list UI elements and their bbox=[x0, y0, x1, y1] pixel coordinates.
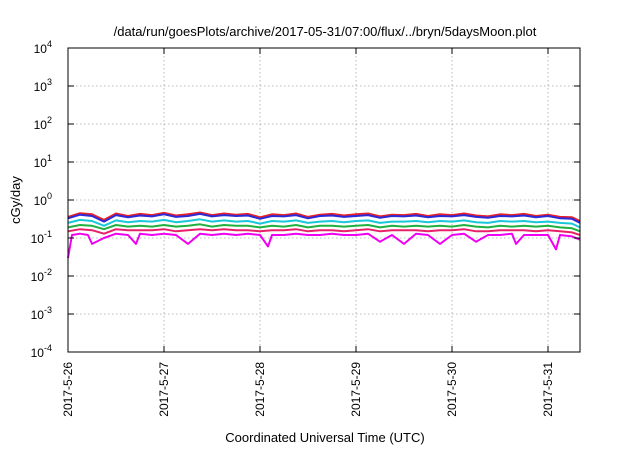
y-tick-label: 10-4 bbox=[31, 343, 52, 360]
x-tick-label: 2017-5-29 bbox=[349, 362, 363, 417]
x-tick-label: 2017-5-30 bbox=[445, 362, 459, 417]
x-tick-label: 2017-5-28 bbox=[253, 362, 267, 417]
series-line-5 bbox=[67, 228, 581, 236]
y-tick-label: 100 bbox=[34, 191, 52, 208]
y-tick-label: 10-2 bbox=[31, 267, 52, 284]
y-tick-label: 10-1 bbox=[31, 229, 52, 246]
y-tick-label: 101 bbox=[34, 153, 52, 170]
series-line-4 bbox=[67, 223, 581, 233]
series-line-3 bbox=[67, 218, 581, 229]
y-tick-label: 102 bbox=[34, 115, 52, 132]
y-axis-title: cGy/day bbox=[8, 176, 23, 224]
y-tick-label: 104 bbox=[34, 39, 52, 56]
series-line-2 bbox=[67, 212, 581, 224]
x-tick-label: 2017-5-27 bbox=[157, 362, 171, 417]
grid-lines bbox=[68, 48, 580, 352]
y-tick-label: 103 bbox=[34, 77, 52, 94]
series-line-1 bbox=[67, 211, 581, 222]
x-axis-title: Coordinated Universal Time (UTC) bbox=[225, 430, 424, 445]
series-lines bbox=[67, 211, 581, 259]
y-tick-label: 10-3 bbox=[31, 305, 52, 322]
series-line-6 bbox=[67, 232, 581, 259]
axis-ticks: 10-4 10-3 10-2 10-1 100 101 102 103 104 2017-5-26… bbox=[31, 39, 580, 417]
chart-title: /data/run/goesPlots/archive/2017-05-31/0… bbox=[114, 24, 537, 39]
x-tick-label: 2017-5-31 bbox=[541, 362, 555, 417]
x-tick-label: 2017-5-26 bbox=[61, 362, 75, 417]
